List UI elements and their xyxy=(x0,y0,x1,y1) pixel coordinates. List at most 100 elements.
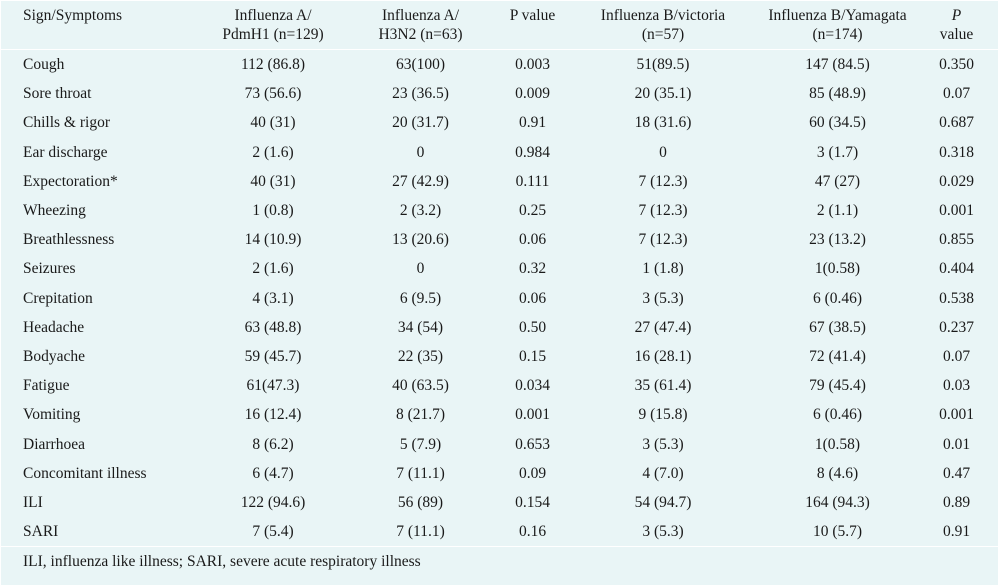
header-influenza-a-pdmh1: Influenza A/PdmH1 (n=129) xyxy=(204,1,342,50)
h3n2-value-cell: 13 (20.6) xyxy=(392,231,449,249)
header-divider xyxy=(1,49,998,50)
p-value-b-cell: 0.01 xyxy=(942,435,971,453)
p-value-b-cell: 0.07 xyxy=(942,348,971,366)
victoria-value-cell: 3 (5.3) xyxy=(642,289,684,307)
symptom-name-cell: Expectoration* xyxy=(23,172,118,190)
h3n2-value-cell: 7 (11.1) xyxy=(396,464,445,482)
p-value-a-cell: 0.001 xyxy=(515,406,550,424)
pdmh1-value-cell: 8 (6.2) xyxy=(252,435,294,453)
table-row: Diarrhoea 8 (6.2) 5 (7.9) 0.653 3 (5.3) 1(0.5… xyxy=(1,430,998,459)
yamagata-value-cell: 47 (27) xyxy=(814,172,861,190)
p-value-a-cell: 0.09 xyxy=(518,464,547,482)
yamagata-value-cell: 60 (34.5) xyxy=(809,114,866,132)
header-sign-symptoms: Sign/Symptoms xyxy=(1,1,204,50)
p-value-a-cell: 0.25 xyxy=(518,202,547,220)
h3n2-value-cell: 20 (31.7) xyxy=(392,114,449,132)
pdmh1-value-cell: 7 (5.4) xyxy=(252,523,294,541)
table-header: Sign/Symptoms Influenza A/PdmH1 (n=129) In… xyxy=(1,1,998,50)
h3n2-value-cell: 63(100) xyxy=(395,56,446,73)
pdmh1-value-cell: 59 (45.7) xyxy=(244,348,302,366)
yamagata-value-cell: 2 (1.1) xyxy=(816,202,859,220)
yamagata-value-cell: 67 (38.5) xyxy=(809,318,866,336)
p-value-a-cell: 0.32 xyxy=(518,260,547,278)
table-row: ILI 122 (94.6) 56 (89) 0.154 54 (94.7) 164 (9… xyxy=(1,488,998,517)
header-influenza-b-yamagata-line: (n=174) xyxy=(812,26,863,43)
victoria-value-cell: 54 (94.7) xyxy=(634,494,692,512)
victoria-value-cell: 18 (31.6) xyxy=(634,114,692,132)
symptoms-table: Sign/Symptoms Influenza A/PdmH1 (n=129) In… xyxy=(1,1,998,546)
p-value-b-cell: 0.89 xyxy=(942,494,971,512)
pdmh1-value-cell: 1 (0.8) xyxy=(252,202,294,220)
table-row: Concomitant illness 6 (4.7) 7 (11.1) 0.09 4 … xyxy=(1,459,998,488)
table-row: Wheezing 1 (0.8) 2 (3.2) 0.25 7 (12.3) 2 (1.1… xyxy=(1,196,998,225)
p-value-b-cell: 0.47 xyxy=(942,464,971,482)
yamagata-value-cell: 10 (5.7) xyxy=(812,523,863,541)
h3n2-value-cell: 22 (35) xyxy=(397,348,444,366)
victoria-value-cell: 16 (28.1) xyxy=(634,348,692,366)
h3n2-value-cell: 23 (36.5) xyxy=(392,85,449,103)
yamagata-value-cell: 72 (41.4) xyxy=(809,348,866,366)
header-influenza-a-pdmh1-line: PdmH1 (n=129) xyxy=(222,26,324,43)
table-row: Fatigue 61(47.3) 40 (63.5) 0.034 35 (61.4) 79… xyxy=(1,371,998,400)
p-value-a-cell: 0.034 xyxy=(515,377,550,395)
yamagata-value-cell: 147 (84.5) xyxy=(805,56,870,73)
pdmh1-value-cell: 112 (86.8) xyxy=(241,56,305,73)
victoria-value-cell: 7 (12.3) xyxy=(638,202,688,220)
table-row: Vomiting 16 (12.4) 8 (21.7) 0.001 9 (15.8) 6 … xyxy=(1,400,998,429)
table-row: Seizures 2 (1.6) 0 0.32 1 (1.8) 1(0.58) 0.404 xyxy=(1,254,998,283)
yamagata-value-cell: 79 (45.4) xyxy=(809,377,866,395)
pdmh1-value-cell: 14 (10.9) xyxy=(244,231,302,249)
header-p-value-b-line: P xyxy=(951,7,962,24)
h3n2-value-cell: 7 (11.1) xyxy=(396,523,445,541)
victoria-value-cell: 9 (15.8) xyxy=(638,406,688,424)
victoria-value-cell: 20 (35.1) xyxy=(634,85,692,103)
yamagata-value-cell: 1(0.58) xyxy=(814,260,861,278)
pdmh1-value-cell: 6 (4.7) xyxy=(252,464,294,482)
p-value-b-cell: 0.91 xyxy=(942,523,971,541)
h3n2-value-cell: 56 (89) xyxy=(397,494,444,512)
footer-divider xyxy=(1,546,998,547)
h3n2-value-cell: 40 (63.5) xyxy=(392,377,449,395)
pdmh1-value-cell: 61(47.3) xyxy=(246,377,300,395)
p-value-a-cell: 0.15 xyxy=(518,348,547,366)
h3n2-value-cell: 8 (21.7) xyxy=(395,406,446,424)
p-value-b-cell: 0.029 xyxy=(939,172,974,190)
h3n2-value-cell: 5 (7.9) xyxy=(399,435,442,453)
victoria-value-cell: 4 (7.0) xyxy=(642,464,684,482)
header-row: Sign/Symptoms Influenza A/PdmH1 (n=129) In… xyxy=(1,1,998,50)
symptom-name-cell: Vomiting xyxy=(23,406,81,424)
p-value-a-cell: 0.154 xyxy=(515,494,550,512)
p-value-a-cell: 0.984 xyxy=(515,143,550,161)
yamagata-value-cell: 85 (48.9) xyxy=(809,85,866,103)
victoria-value-cell: 35 (61.4) xyxy=(634,377,692,395)
symptom-name-cell: Chills & rigor xyxy=(23,114,110,132)
header-influenza-b-victoria-line: Influenza B/victoria xyxy=(600,7,726,24)
h3n2-value-cell: 34 (54) xyxy=(397,318,444,336)
header-influenza-b-yamagata-line: Influenza B/Yamagata xyxy=(768,7,907,24)
table-body: Cough 112 (86.8) 63(100) 0.003 51(89.5) 147 (… xyxy=(1,50,998,546)
table-row: Expectoration* 40 (31) 27 (42.9) 0.111 7 (12… xyxy=(1,167,998,196)
h3n2-value-cell: 2 (3.2) xyxy=(399,202,442,220)
table-row: Headache 63 (48.8) 34 (54) 0.50 27 (47.4) 67 … xyxy=(1,313,998,342)
header-sign-symptoms-line: Sign/Symptoms xyxy=(23,7,123,24)
header-influenza-a-h3n2: Influenza A/H3N2 (n=63) xyxy=(342,1,499,50)
table-row: Ear discharge 2 (1.6) 0 0.984 0 3 (1.7) 0.318 xyxy=(1,138,998,167)
pdmh1-value-cell: 122 (94.6) xyxy=(240,494,306,512)
symptom-name-cell: Headache xyxy=(23,318,85,336)
pdmh1-value-cell: 2 (1.6) xyxy=(252,143,294,161)
p-value-b-cell: 0.538 xyxy=(939,289,974,307)
yamagata-value-cell: 23 (13.2) xyxy=(809,231,866,249)
symptom-name-cell: Crepitation xyxy=(23,289,93,307)
yamagata-value-cell: 3 (1.7) xyxy=(816,143,859,161)
victoria-value-cell: 3 (5.3) xyxy=(642,435,684,453)
symptom-name-cell: ILI xyxy=(23,494,43,512)
h3n2-value-cell: 6 (9.5) xyxy=(399,289,442,307)
table-row: Bodyache 59 (45.7) 22 (35) 0.15 16 (28.1) 72 … xyxy=(1,342,998,371)
table-row: SARI 7 (5.4) 7 (11.1) 0.16 3 (5.3) 10 (5.7) 0.… xyxy=(1,517,998,546)
pdmh1-value-cell: 40 (31) xyxy=(250,172,296,190)
symptom-name-cell: Diarrhoea xyxy=(23,435,85,453)
p-value-b-cell: 0.350 xyxy=(939,56,974,73)
p-value-b-cell: 0.03 xyxy=(942,377,971,395)
p-value-a-cell: 0.06 xyxy=(518,231,547,249)
